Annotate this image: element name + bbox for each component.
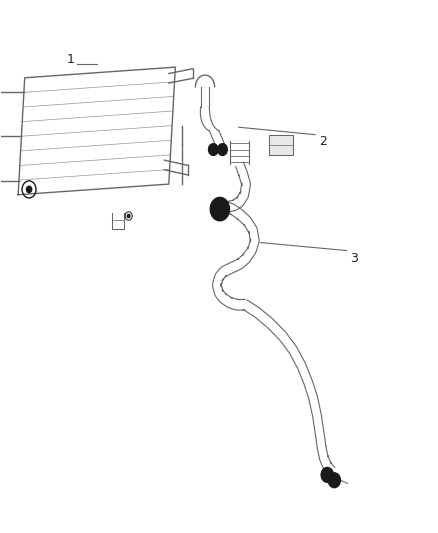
Circle shape: [127, 214, 130, 217]
Text: 3: 3: [350, 252, 358, 265]
Text: 2: 2: [319, 135, 327, 148]
Circle shape: [208, 144, 218, 156]
Circle shape: [218, 144, 227, 156]
Circle shape: [321, 467, 333, 482]
Circle shape: [26, 186, 32, 192]
Circle shape: [328, 473, 340, 488]
Text: 1: 1: [67, 53, 75, 66]
Bar: [269, 135, 293, 155]
Circle shape: [210, 197, 230, 221]
